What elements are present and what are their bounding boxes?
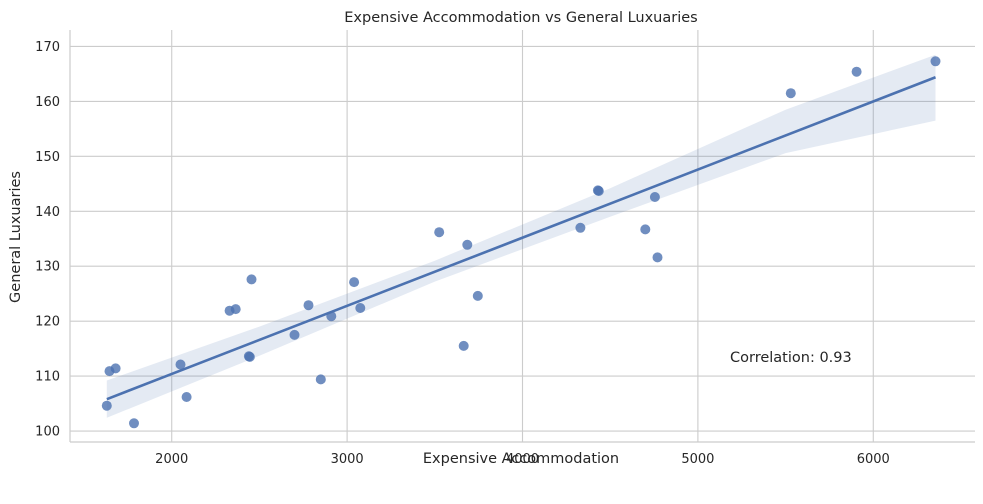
data-point xyxy=(472,290,483,301)
grid xyxy=(70,30,975,442)
y-tick-label: 140 xyxy=(35,205,60,220)
y-tick-labels: 100 110 120 130 140 150 160 170 xyxy=(35,40,60,440)
data-point xyxy=(246,274,257,285)
data-point xyxy=(930,56,941,67)
data-point xyxy=(649,192,660,202)
data-point xyxy=(230,304,241,315)
x-tick-label: 6000 xyxy=(857,452,890,467)
regression-line xyxy=(106,76,937,401)
confidence-band-area xyxy=(106,54,936,418)
data-point xyxy=(175,359,186,370)
x-axis-label: Expensive Accommodation xyxy=(423,451,619,467)
x-tick-labels: 2000 3000 4000 5000 6000 xyxy=(155,452,890,467)
data-point xyxy=(289,329,300,340)
data-point xyxy=(101,400,112,411)
x-tick-label: 2000 xyxy=(155,452,188,467)
data-point xyxy=(315,374,326,385)
y-tick-label: 110 xyxy=(35,370,60,385)
chart-title: Expensive Accommodation vs General Luxua… xyxy=(344,10,697,26)
y-axis-label: General Luxuaries xyxy=(8,171,24,303)
data-point xyxy=(110,363,121,374)
correlation-annotation: Correlation: 0.93 xyxy=(730,350,852,366)
data-point xyxy=(244,351,255,362)
y-tick-label: 150 xyxy=(35,150,60,165)
data-point xyxy=(640,224,651,235)
data-point xyxy=(575,222,586,233)
data-point xyxy=(303,300,314,311)
data-point xyxy=(129,418,139,429)
y-tick-label: 170 xyxy=(35,40,60,55)
axes-spines xyxy=(69,30,975,443)
y-tick-label: 160 xyxy=(35,95,60,110)
data-point xyxy=(851,66,862,77)
data-point xyxy=(652,252,663,263)
data-point xyxy=(785,88,796,99)
data-point xyxy=(462,239,473,250)
data-point xyxy=(349,277,360,288)
data-point xyxy=(458,340,469,351)
data-point xyxy=(434,227,445,238)
y-tick-label: 120 xyxy=(35,315,60,330)
data-point xyxy=(593,186,604,196)
regression-line-group xyxy=(106,76,937,401)
data-point xyxy=(355,303,366,313)
x-tick-label: 4000 xyxy=(506,452,539,467)
x-tick-label: 3000 xyxy=(331,452,364,467)
y-tick-label: 130 xyxy=(35,260,60,275)
confidence-band xyxy=(106,54,936,418)
y-tick-label: 100 xyxy=(35,425,60,440)
data-point xyxy=(181,392,192,402)
x-tick-label: 5000 xyxy=(681,452,714,467)
